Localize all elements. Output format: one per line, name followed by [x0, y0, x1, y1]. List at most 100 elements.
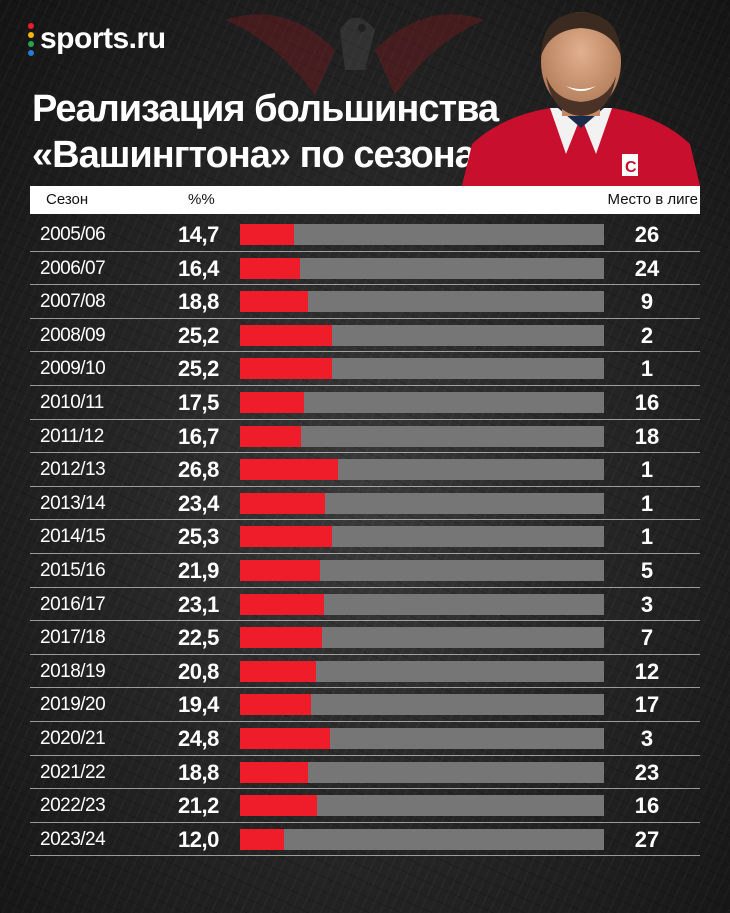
bar-track: [240, 358, 604, 380]
bar: [240, 559, 320, 581]
bar-track: [240, 459, 604, 481]
percent-value: 23,4: [178, 490, 219, 516]
league-place: 7: [640, 625, 654, 651]
title-line-1: Реализация большинства: [32, 88, 499, 130]
table-row: 2022/23 21,2 16: [30, 789, 700, 823]
league-place: 16: [634, 793, 660, 819]
header-percent: %%: [188, 191, 215, 208]
league-place: 17: [634, 692, 660, 718]
table-row: 2005/06 14,7 26: [30, 218, 700, 252]
league-place: 18: [634, 423, 660, 449]
table-row: 2021/22 18,8 23: [30, 756, 700, 790]
table-row: 2019/20 19,4 17: [30, 688, 700, 722]
season-label: 2017/18: [40, 627, 106, 649]
bar: [240, 627, 322, 649]
season-label: 2007/08: [40, 291, 106, 313]
brand-logo: sports.ru: [28, 22, 166, 56]
bar: [240, 425, 301, 447]
season-label: 2018/19: [40, 660, 106, 682]
bar-track: [240, 492, 604, 514]
brand-dot: [28, 31, 34, 38]
bar-track: [240, 291, 604, 313]
league-place: 5: [640, 557, 654, 583]
season-label: 2022/23: [40, 795, 106, 817]
league-place: 27: [634, 826, 660, 852]
percent-value: 25,2: [178, 356, 219, 382]
table-row: 2020/21 24,8 3: [30, 722, 700, 756]
season-label: 2006/07: [40, 257, 106, 279]
season-label: 2023/24: [40, 828, 106, 850]
bar-track: [240, 828, 604, 850]
league-place: 16: [634, 389, 660, 415]
league-place: 1: [640, 356, 654, 382]
bar: [240, 324, 332, 346]
league-place: 23: [634, 759, 660, 785]
bar: [240, 828, 284, 850]
table-row: 2007/08 18,8 9: [30, 285, 700, 319]
brand-dot: [28, 40, 34, 47]
season-label: 2012/13: [40, 459, 106, 481]
table-row: 2016/17 23,1 3: [30, 588, 700, 622]
season-label: 2016/17: [40, 593, 106, 615]
league-place: 26: [634, 222, 660, 247]
table-row: 2011/12 16,7 18: [30, 420, 700, 454]
league-place: 1: [640, 457, 654, 483]
league-place: 3: [640, 725, 654, 751]
percent-value: 18,8: [178, 759, 219, 785]
bar: [240, 593, 325, 615]
percent-value: 16,7: [178, 423, 219, 449]
table-row: 2018/19 20,8 12: [30, 655, 700, 689]
season-label: 2010/11: [40, 391, 104, 413]
bar-track: [240, 627, 604, 649]
table-row: 2006/07 16,4 24: [30, 252, 700, 286]
season-label: 2021/22: [40, 761, 106, 783]
table-row: 2008/09 25,2 2: [30, 319, 700, 353]
table-row: 2010/11 17,5 16: [30, 386, 700, 420]
season-label: 2015/16: [40, 559, 106, 581]
league-place: 9: [640, 289, 654, 315]
season-label: 2009/10: [40, 358, 106, 380]
bar-track: [240, 761, 604, 783]
percent-value: 20,8: [178, 658, 219, 684]
bar: [240, 795, 318, 817]
bar-track: [240, 257, 604, 279]
bar: [240, 257, 300, 279]
league-place: 24: [634, 255, 660, 281]
bar-track: [240, 391, 604, 413]
league-place: 3: [640, 591, 654, 617]
brand-dots-icon: [28, 22, 34, 56]
bar: [240, 459, 338, 481]
svg-text:C: C: [625, 159, 637, 176]
bar: [240, 761, 309, 783]
brand-dot: [28, 49, 34, 56]
header-place: Место в лиге: [607, 191, 698, 208]
table-row: 2009/10 25,2 1: [30, 352, 700, 386]
page-title: Реализация большинства «Вашингтона» по с…: [32, 86, 503, 178]
percent-value: 12,0: [178, 826, 219, 852]
percent-value: 19,4: [178, 692, 219, 718]
bar-track: [240, 526, 604, 548]
brand-name: sports.ru: [40, 22, 166, 55]
chart-rows: 2005/06 14,7 26 2006/07 16,4 24 2007/08 18,8 9 20…: [30, 218, 700, 857]
season-label: 2019/20: [40, 694, 106, 716]
percent-value: 24,8: [178, 725, 219, 751]
bar: [240, 660, 316, 682]
bar-track: [240, 593, 604, 615]
eagle-emblem-icon: [225, 14, 485, 96]
header-season: Сезон: [46, 191, 89, 208]
table-row: 2012/13 26,8 1: [30, 453, 700, 487]
season-label: 2011/12: [40, 425, 104, 447]
bar-track: [240, 660, 604, 682]
percent-value: 17,5: [178, 389, 219, 415]
season-label: 2020/21: [40, 727, 106, 749]
season-label: 2008/09: [40, 324, 106, 346]
bar-track: [240, 795, 604, 817]
bar: [240, 358, 332, 380]
percent-value: 25,3: [178, 524, 219, 550]
brand-dot: [28, 22, 34, 29]
bar-track: [240, 425, 604, 447]
season-label: 2005/06: [40, 224, 106, 245]
table-row: 2017/18 22,5 7: [30, 621, 700, 655]
percent-value: 26,8: [178, 457, 219, 483]
